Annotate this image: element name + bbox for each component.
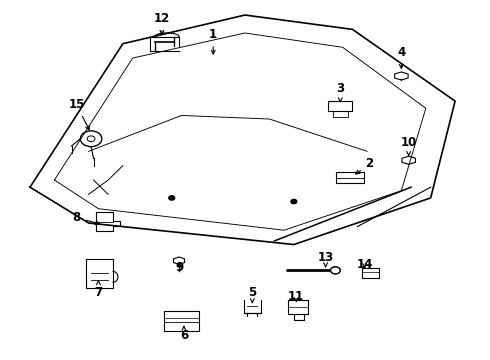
Text: 11: 11: [288, 290, 304, 303]
Text: 8: 8: [73, 211, 99, 225]
Bar: [328, 101, 352, 111]
Text: 5: 5: [248, 287, 256, 303]
Text: 6: 6: [180, 326, 188, 342]
Text: 3: 3: [336, 82, 344, 102]
Text: 9: 9: [175, 261, 183, 274]
Text: 12: 12: [154, 12, 170, 34]
Text: 10: 10: [400, 136, 417, 156]
Text: 15: 15: [68, 98, 89, 130]
Circle shape: [331, 267, 340, 274]
Bar: [336, 172, 364, 183]
Text: 2: 2: [356, 157, 374, 174]
Text: 14: 14: [357, 258, 373, 271]
Circle shape: [169, 196, 174, 200]
Circle shape: [291, 199, 297, 204]
Bar: [288, 300, 308, 315]
Text: 7: 7: [95, 280, 102, 300]
Bar: [86, 259, 113, 288]
Text: 4: 4: [397, 46, 406, 68]
Bar: [362, 267, 379, 278]
Bar: [164, 311, 198, 330]
Text: 1: 1: [209, 28, 217, 54]
Text: 13: 13: [318, 251, 334, 267]
